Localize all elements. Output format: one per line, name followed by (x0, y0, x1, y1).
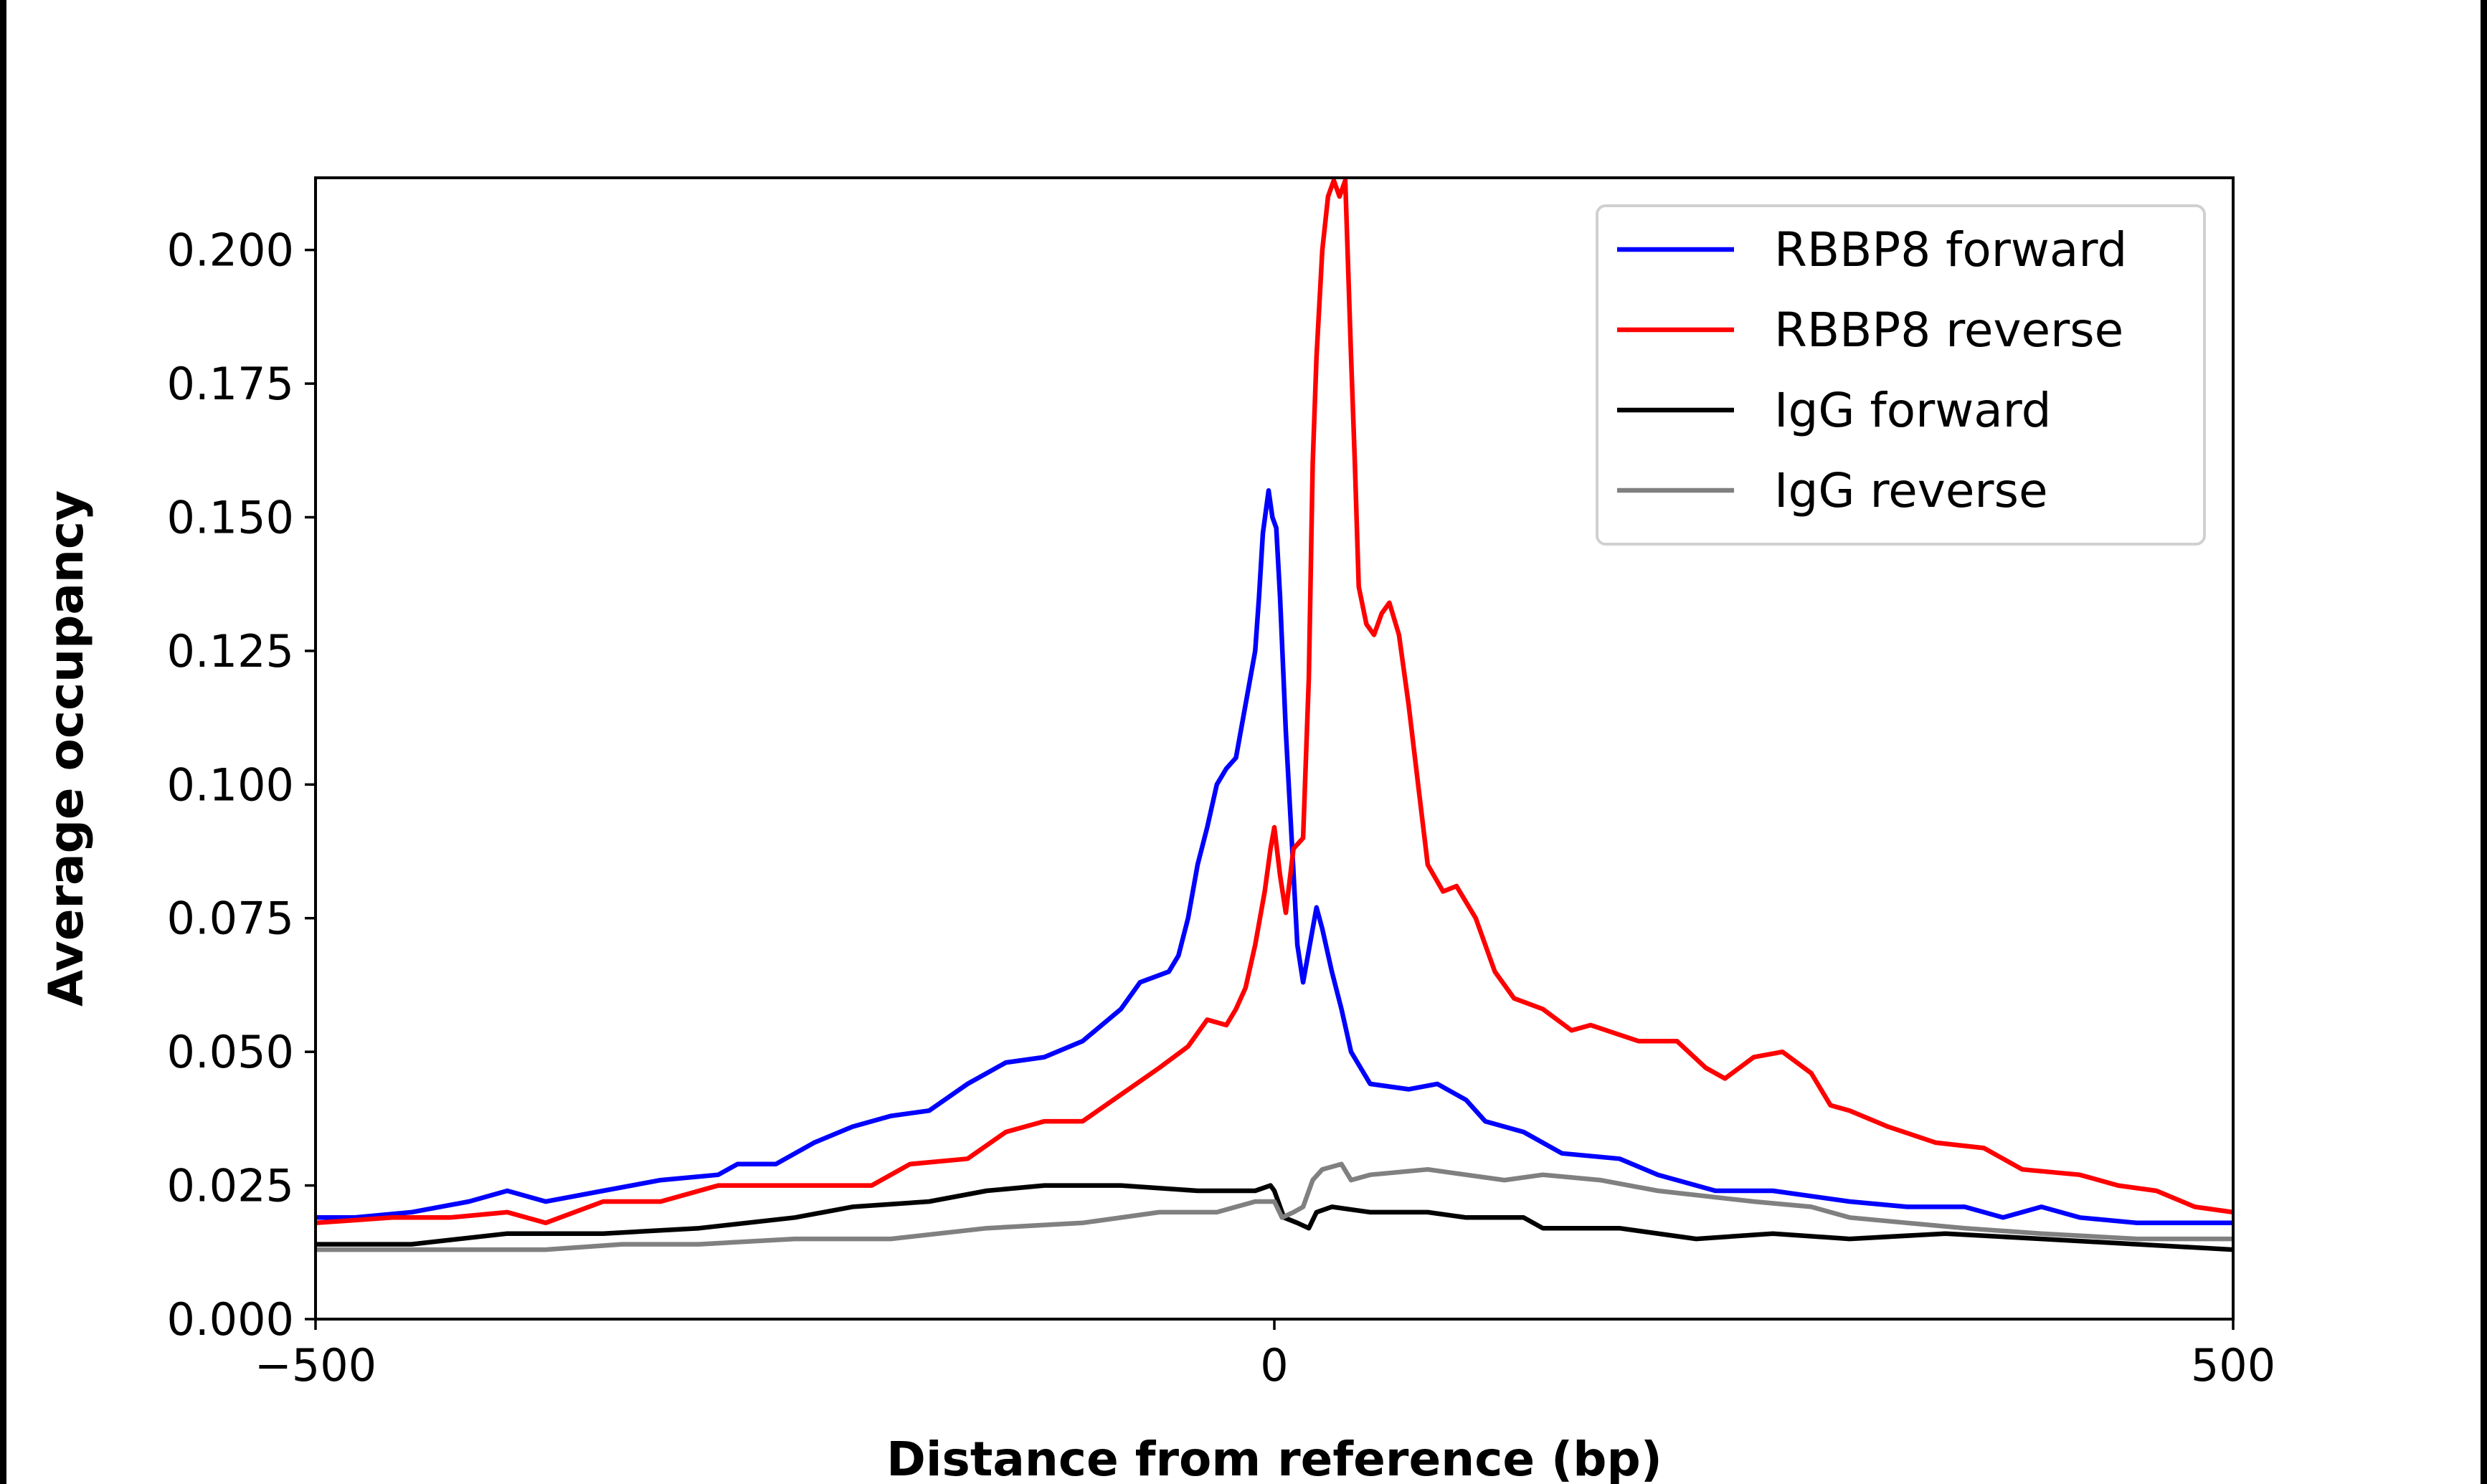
right-border (2481, 0, 2487, 1484)
legend-box (1596, 204, 2206, 546)
legend-label: IgG reverse (1774, 463, 2048, 518)
y-tick-label: 0.200 (167, 224, 295, 277)
series-lines (316, 178, 2233, 1252)
y-tick-label: 0.075 (167, 893, 295, 945)
left-border (0, 0, 6, 1484)
y-axis: 0.000 0.025 0.050 0.075 0.100 0.125 0.150 0.175… (167, 224, 316, 1346)
y-tick-label: 0.100 (167, 758, 295, 811)
y-tick-label: 0.175 (167, 358, 295, 410)
series-line-igg-forward (316, 1183, 2233, 1252)
legend-label: RBBP8 forward (1774, 222, 2127, 277)
legend-label: RBBP8 reverse (1774, 303, 2123, 358)
x-axis-label: Distance from reference (bp) (886, 1432, 1662, 1484)
series-line-igg-reverse (316, 1161, 2233, 1252)
legend: RBBP8 forward RBBP8 reverse IgG forward IgG… (1596, 204, 2206, 546)
y-tick-label: 0.050 (167, 1026, 295, 1078)
y-tick-label: 0.000 (167, 1293, 295, 1346)
y-axis-label: Average occupancy (39, 490, 94, 1007)
series-line-rbbp8-forward (316, 487, 2233, 1226)
y-tick-label: 0.125 (167, 625, 295, 677)
x-axis: −500 0 500 (255, 1319, 2275, 1392)
y-tick-label: 0.025 (167, 1160, 295, 1212)
y-tick-label: 0.150 (167, 491, 295, 543)
x-tick-label: 0 (1260, 1339, 1288, 1392)
x-tick-label: 500 (2191, 1339, 2275, 1392)
x-tick-label: −500 (255, 1339, 376, 1392)
legend-label: IgG forward (1774, 383, 2052, 438)
series-line-rbbp8-reverse (316, 178, 2233, 1226)
